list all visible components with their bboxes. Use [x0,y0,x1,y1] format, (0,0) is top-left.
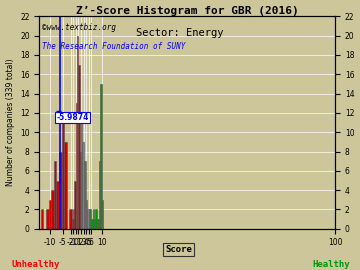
Bar [95,210,96,229]
Text: Sector: Energy: Sector: Energy [136,28,224,38]
Bar [91,219,93,229]
Bar [51,190,54,229]
Bar [41,210,43,229]
Bar [94,219,95,229]
Bar [80,151,81,229]
Bar [76,103,77,229]
Bar [102,200,103,229]
Bar [75,181,76,229]
Bar [72,219,75,229]
Bar [98,219,99,229]
Bar [89,210,90,229]
Bar [64,142,67,229]
Bar [86,200,87,229]
Bar [59,151,62,229]
Bar [54,161,56,229]
Bar [69,210,72,229]
Text: Unhealthy: Unhealthy [12,260,60,269]
Bar [85,161,86,229]
Bar [100,84,102,229]
Bar [46,210,49,229]
Bar [82,142,84,229]
Bar [62,123,64,229]
Title: Z’-Score Histogram for GBR (2016): Z’-Score Histogram for GBR (2016) [76,6,299,16]
Bar [56,181,59,229]
Text: Healthy: Healthy [312,260,350,269]
Y-axis label: Number of companies (339 total): Number of companies (339 total) [5,59,14,186]
Bar [93,210,94,229]
Text: -5.9874: -5.9874 [57,113,89,122]
Bar [87,210,89,229]
Bar [84,161,85,229]
Bar [90,210,91,229]
Text: ©www.textbiz.org: ©www.textbiz.org [42,23,116,32]
Bar [78,65,80,229]
Text: The Research Foundation of SUNY: The Research Foundation of SUNY [42,42,186,51]
Bar [81,113,82,229]
Bar [73,210,75,229]
Text: Score: Score [165,245,192,254]
Bar [96,219,98,229]
Bar [99,161,100,229]
Bar [49,200,51,229]
Bar [77,36,78,229]
